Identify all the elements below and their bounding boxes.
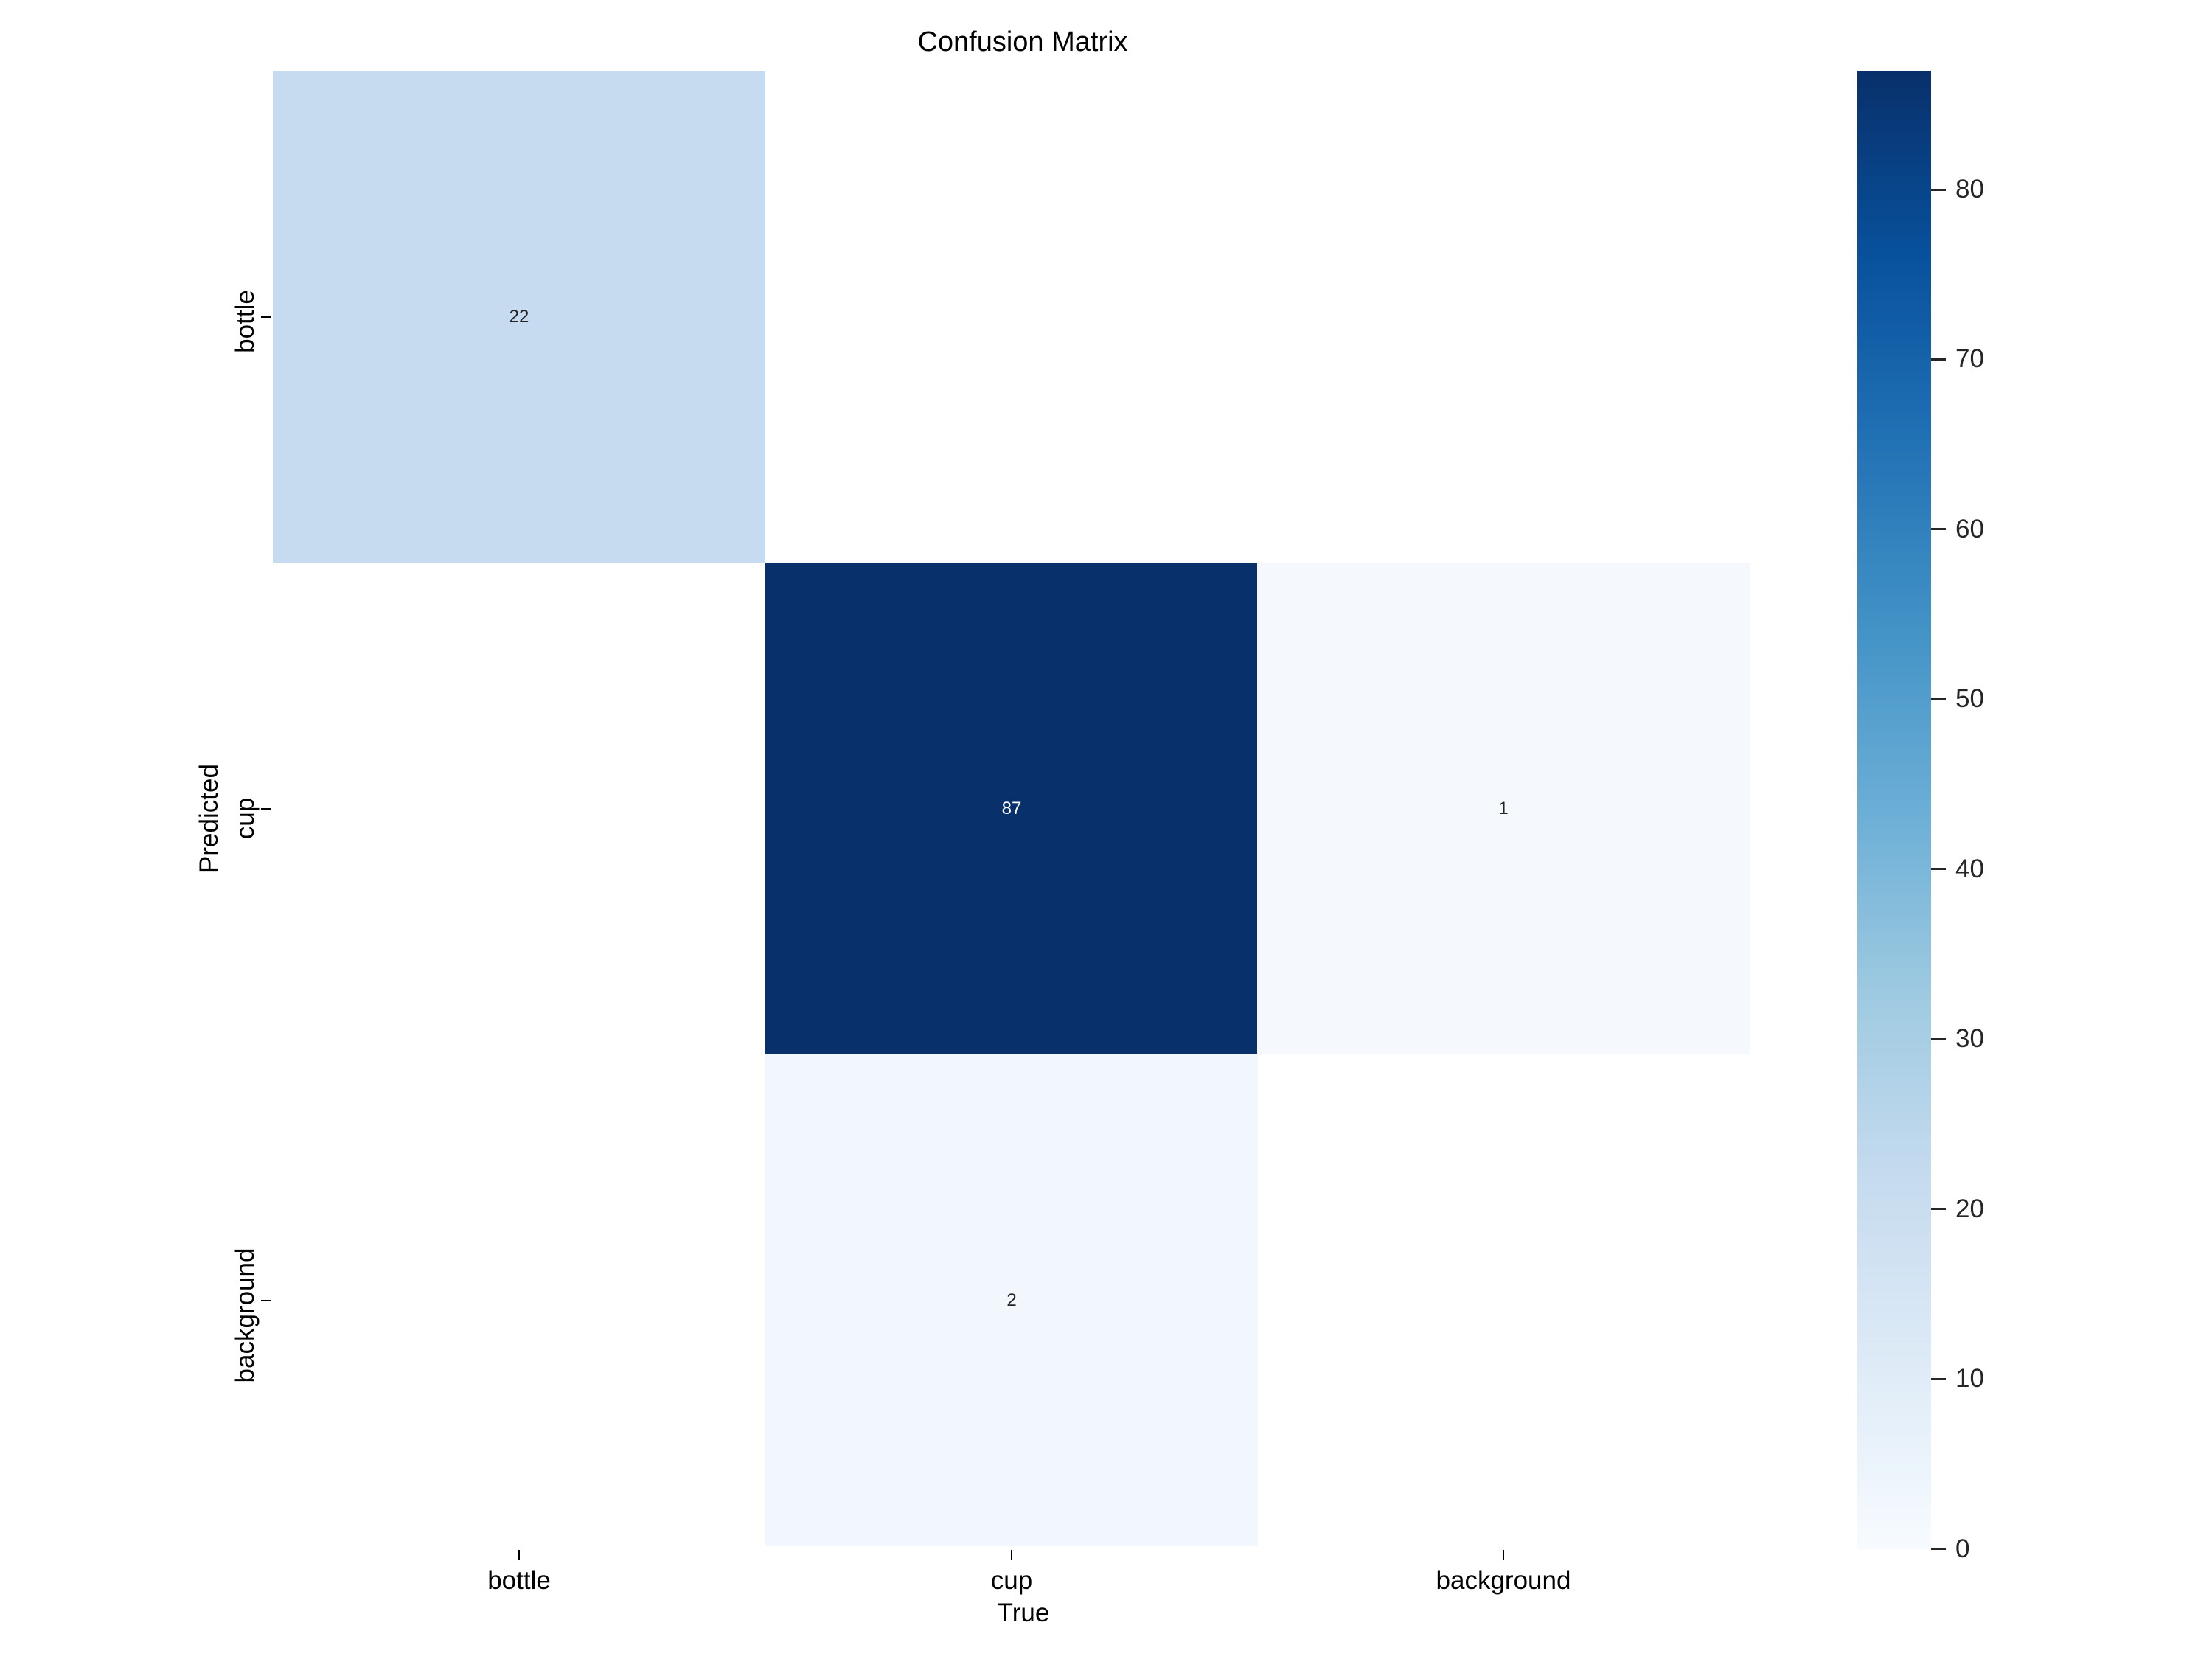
- x-tick-label-bottle: bottle: [487, 1566, 551, 1595]
- y-axis-title: Predicted: [195, 764, 223, 873]
- colorbar-tick-label: 30: [1955, 1024, 1984, 1053]
- y-tick-mark: [261, 1300, 271, 1301]
- cell-background-cup: 2: [765, 1054, 1258, 1546]
- y-tick-label-cup: cup: [231, 797, 260, 840]
- x-axis-title: True: [997, 1599, 1050, 1627]
- colorbar: [1857, 71, 1931, 1549]
- colorbar-tick: [1931, 698, 1946, 700]
- cell-value: 1: [1498, 798, 1509, 818]
- x-tick-label-background: background: [1436, 1566, 1571, 1595]
- x-tick-mark: [1011, 1550, 1012, 1560]
- colorbar-tick: [1931, 868, 1946, 870]
- colorbar-tick: [1931, 189, 1946, 191]
- cell-value: 2: [1006, 1290, 1017, 1310]
- colorbar-tick: [1931, 358, 1946, 361]
- colorbar-tick-label: 50: [1955, 684, 1984, 713]
- colorbar-tick: [1931, 1038, 1946, 1040]
- chart-title: Confusion Matrix: [917, 27, 1128, 58]
- cell-value: 87: [1001, 798, 1022, 818]
- colorbar-tick: [1931, 1378, 1946, 1380]
- y-tick-label-bottle: bottle: [231, 290, 260, 353]
- colorbar-tick-label: 20: [1955, 1194, 1984, 1223]
- cell-bottle-bottle: 22: [273, 71, 765, 563]
- colorbar-tick-label: 70: [1955, 344, 1984, 373]
- y-tick-label-background: background: [231, 1248, 260, 1383]
- x-tick-mark: [1503, 1550, 1504, 1560]
- colorbar-tick-label: 0: [1955, 1534, 1970, 1563]
- y-tick-mark: [261, 808, 271, 810]
- colorbar-tick-label: 60: [1955, 515, 1984, 543]
- colorbar-tick-label: 80: [1955, 175, 1984, 204]
- colorbar-tick: [1931, 1548, 1946, 1550]
- colorbar-tick-label: 40: [1955, 855, 1984, 883]
- cell-cup-background: 1: [1257, 563, 1750, 1054]
- cell-cup-cup: 87: [765, 563, 1258, 1054]
- x-tick-label-cup: cup: [990, 1566, 1033, 1595]
- colorbar-tick: [1931, 1208, 1946, 1210]
- colorbar-tick-label: 10: [1955, 1364, 1984, 1393]
- y-tick-mark: [261, 316, 271, 318]
- cell-value: 22: [509, 306, 529, 327]
- x-tick-mark: [518, 1550, 520, 1560]
- colorbar-tick: [1931, 528, 1946, 530]
